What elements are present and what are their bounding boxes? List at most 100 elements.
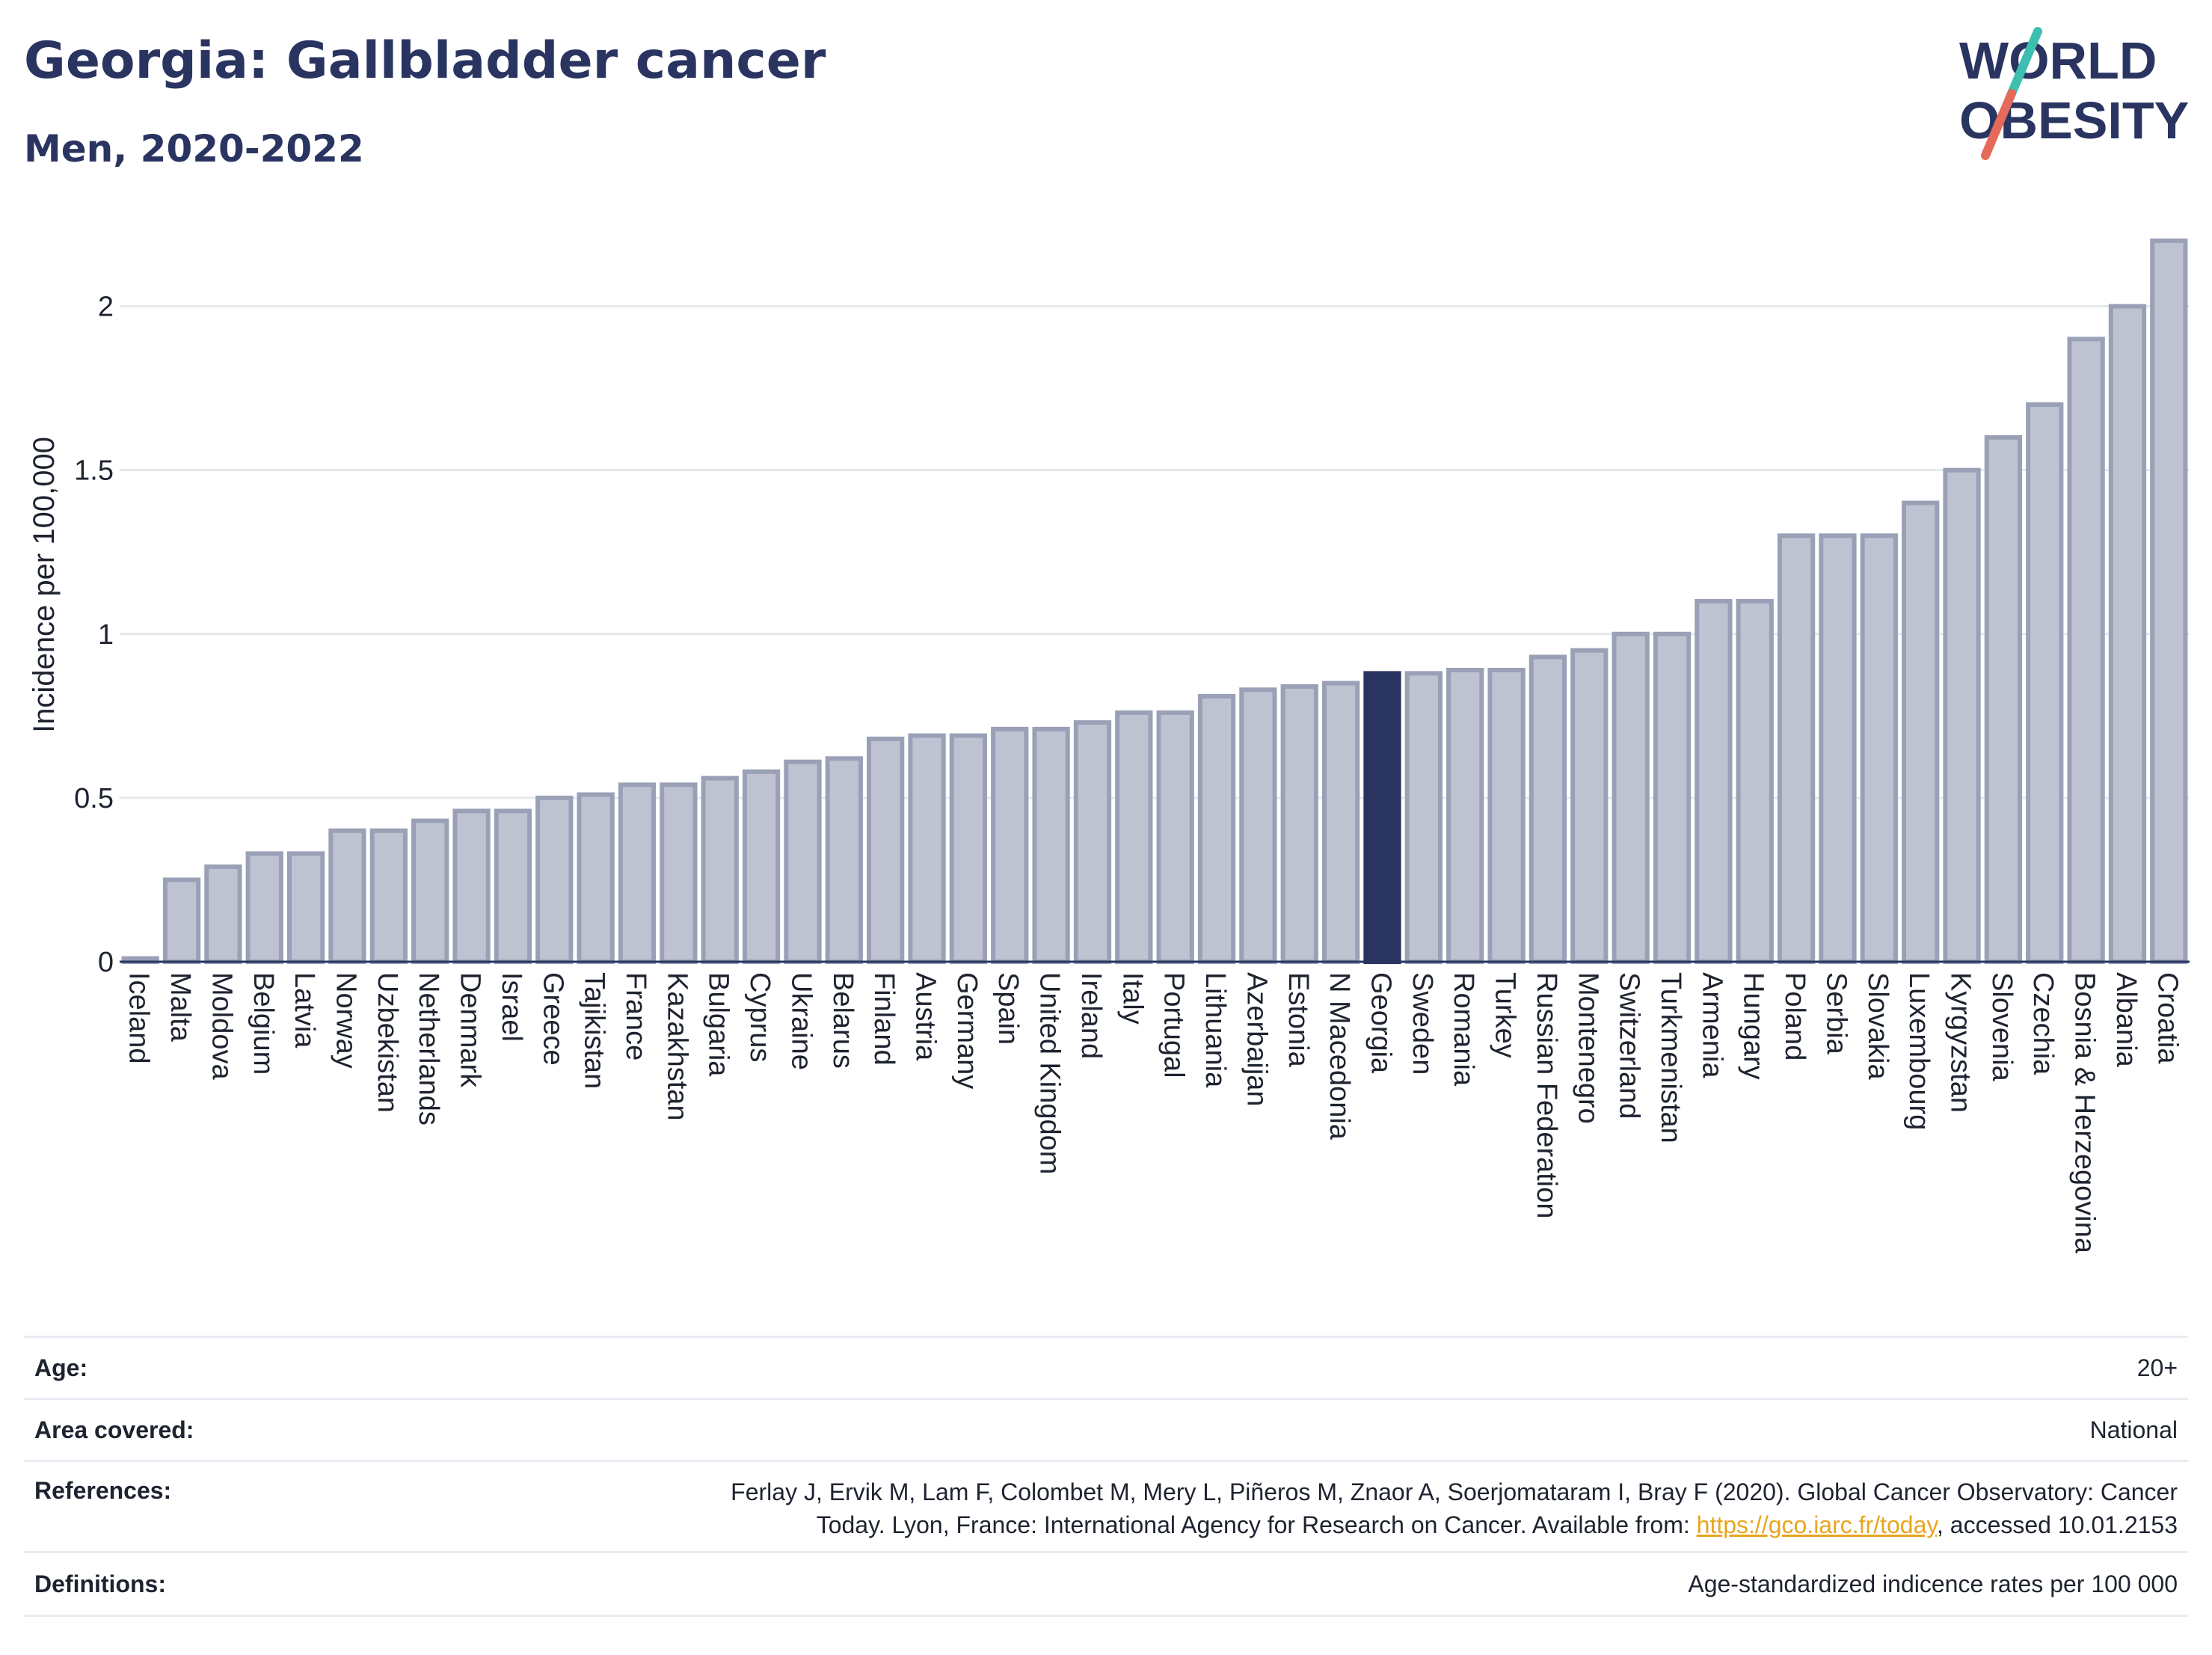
bar-moldova	[204, 864, 242, 964]
bar-denmark	[452, 808, 491, 964]
x-tick-label: Belarus	[827, 972, 858, 1069]
bars	[121, 238, 2188, 965]
x-tick-label: Kazakhstan	[661, 972, 692, 1121]
bar-russian-federation	[1529, 654, 1567, 964]
x-tick-label: Georgia	[1365, 972, 1396, 1074]
meta-row-age: Age: 20+	[24, 1336, 2188, 1398]
x-tick-label: Turkmenistan	[1655, 972, 1686, 1143]
x-tick-label: Belgium	[248, 972, 279, 1075]
x-tick-label: Malta	[165, 972, 196, 1043]
references-value: Ferlay J, Ervik M, Lam F, Colombet M, Me…	[731, 1476, 2188, 1541]
area-label: Area covered:	[34, 1416, 194, 1443]
x-tick-label: Kyrgyzstan	[1945, 972, 1976, 1113]
bar-italy	[1115, 710, 1153, 964]
x-tick-label: Turkey	[1490, 972, 1521, 1058]
x-tick-label: Greece	[537, 972, 568, 1066]
references-line2-pre: Today. Lyon, France: International Agenc…	[816, 1511, 1697, 1538]
bar-georgia	[1363, 671, 1401, 964]
x-tick-label: Slovenia	[1986, 972, 2018, 1082]
bar-uzbekistan	[369, 828, 408, 964]
bar-albania	[2108, 304, 2147, 964]
y-tick-label: 0	[98, 947, 114, 978]
bar-germany	[949, 733, 988, 964]
x-tick-label: France	[620, 972, 651, 1060]
x-tick-label: Azerbaijan	[1241, 972, 1272, 1107]
x-tick-label: Italy	[1116, 972, 1148, 1025]
x-tick-label: N Macedonia	[1324, 972, 1355, 1140]
x-tick-label: Austria	[910, 972, 941, 1061]
x-tick-label: Denmark	[455, 972, 486, 1088]
bar-bulgaria	[701, 776, 739, 965]
x-tick-label: Armenia	[1696, 972, 1727, 1078]
x-tick-label: Finland	[868, 972, 900, 1066]
bar-austria	[908, 733, 946, 964]
x-tick-label: Luxembourg	[1903, 972, 1935, 1130]
bar-ukraine	[784, 759, 822, 964]
x-tick-label: Germany	[951, 972, 983, 1089]
bar-malta	[162, 877, 201, 965]
bar-netherlands	[411, 818, 449, 965]
x-tick-label: Russian Federation	[1531, 972, 1562, 1219]
area-value: National	[2089, 1416, 2178, 1443]
bar-ireland	[1073, 720, 1112, 964]
x-tick-label: Montenegro	[1572, 972, 1603, 1124]
bar-lithuania	[1197, 694, 1236, 964]
bar-hungary	[1736, 598, 1774, 964]
x-tick-label: Serbia	[1820, 972, 1852, 1055]
bar-estonia	[1280, 684, 1318, 964]
meta-row-references: References: Ferlay J, Ervik M, Lam F, Co…	[24, 1460, 2188, 1551]
x-tick-label: Bulgaria	[703, 972, 734, 1077]
x-tick-label: Moldova	[206, 972, 237, 1080]
bar-romania	[1446, 667, 1484, 965]
bar-azerbaijan	[1239, 687, 1277, 965]
x-tick-label: United Kingdom	[1034, 972, 1066, 1174]
bar-norway	[328, 828, 366, 964]
bar-finland	[867, 737, 905, 965]
chart-subtitle: Men, 2020-2022	[24, 127, 364, 171]
bar-sweden	[1404, 671, 1443, 964]
bar-greece	[535, 795, 574, 965]
chart-title: Georgia: Gallbladder cancer	[24, 31, 826, 90]
bar-croatia	[2150, 238, 2188, 964]
bar-montenegro	[1570, 648, 1609, 964]
bar-czechia	[2026, 402, 2064, 964]
y-tick-labels: 0 0.5 1 1.5 2	[74, 292, 114, 978]
x-tick-label: Switzerland	[1614, 972, 1645, 1119]
bar-turkey	[1487, 667, 1526, 965]
bar-kazakhstan	[660, 782, 698, 964]
x-tick-label: Tajikistan	[579, 972, 610, 1089]
bar-slovenia	[1984, 435, 2023, 964]
bar-belarus	[825, 756, 863, 965]
bar-turkmenistan	[1653, 631, 1692, 964]
bar-luxembourg	[1902, 500, 1940, 964]
bar-spain	[991, 726, 1029, 965]
bar-armenia	[1695, 598, 1733, 964]
metadata-table: Age: 20+ Area covered: National Referenc…	[24, 1336, 2188, 1617]
x-tick-label: Slovakia	[1862, 972, 1893, 1080]
definitions-value: Age-standardized indicence rates per 100…	[1688, 1570, 2178, 1597]
bar-israel	[494, 808, 532, 964]
bar-slovakia	[1860, 533, 1898, 964]
x-tick-label: Portugal	[1158, 972, 1190, 1078]
bar-poland	[1777, 533, 1816, 964]
x-tick-label: Poland	[1779, 972, 1810, 1060]
meta-row-definitions: Definitions: Age-standardized indicence …	[24, 1551, 2188, 1617]
x-tick-label: Israel	[496, 972, 527, 1042]
x-tick-label: Estonia	[1282, 972, 1314, 1068]
bar-kyrgyzstan	[1943, 467, 1981, 964]
bar-n-macedonia	[1321, 681, 1360, 964]
x-tick-label: Albania	[2110, 972, 2142, 1068]
x-tick-label: Ukraine	[785, 972, 817, 1070]
bar-united-kingdom	[1032, 726, 1070, 965]
references-link[interactable]: https://gco.iarc.fr/today	[1696, 1511, 1937, 1538]
age-label: Age:	[34, 1354, 88, 1381]
y-tick-label: 1.5	[74, 455, 114, 487]
y-tick-label: 2	[98, 292, 114, 323]
bar-serbia	[1819, 533, 1857, 964]
x-tick-label: Spain	[992, 972, 1024, 1045]
x-tick-label: Czechia	[2027, 972, 2059, 1075]
bar-bosnia-herzegovina	[2067, 337, 2105, 964]
x-tick-label: Uzbekistan	[372, 972, 403, 1113]
logo-line1: WORLD	[1959, 31, 2157, 90]
meta-row-area: Area covered: National	[24, 1398, 2188, 1460]
